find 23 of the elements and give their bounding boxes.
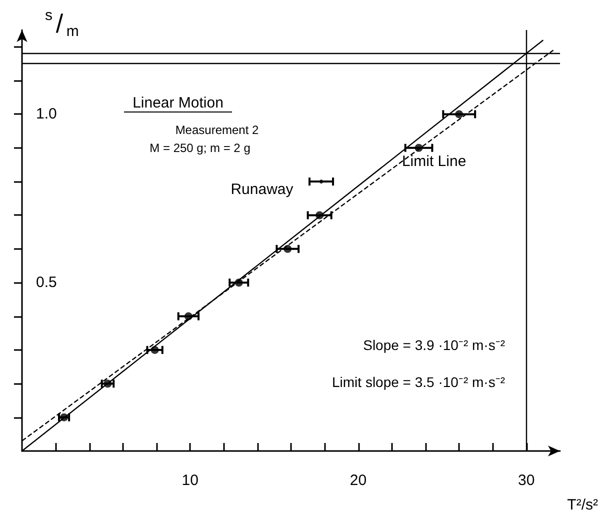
y-tick-label: 1.0: [36, 106, 57, 123]
point: [284, 244, 292, 253]
point: [60, 413, 68, 422]
point: [234, 278, 243, 287]
x-tick-label: 30: [518, 472, 535, 489]
point: [184, 312, 192, 320]
annotation: M = 250 g; m = 2 g: [150, 141, 250, 155]
point: [150, 346, 159, 354]
annotation: Linear Motion: [132, 94, 224, 112]
annotation: Measurement 2: [175, 123, 260, 137]
annotation: Runaway: [230, 181, 294, 198]
point: [319, 180, 324, 184]
point: [104, 380, 112, 388]
y-tick-label: 0.5: [36, 274, 57, 292]
annotation: Limit slope = 3.5 ·10⁻² m·s⁻²: [332, 374, 506, 390]
point: [414, 144, 423, 152]
annotation: Slope = 3.9 ·10⁻² m·s⁻²: [363, 337, 506, 353]
x-tick-label: 10: [182, 472, 198, 489]
point: [455, 110, 464, 118]
annotation: Limit Line: [402, 152, 466, 170]
x-axis-title: T²/s²: [567, 496, 598, 514]
x-tick-label: 20: [350, 472, 367, 489]
point: [316, 211, 324, 220]
